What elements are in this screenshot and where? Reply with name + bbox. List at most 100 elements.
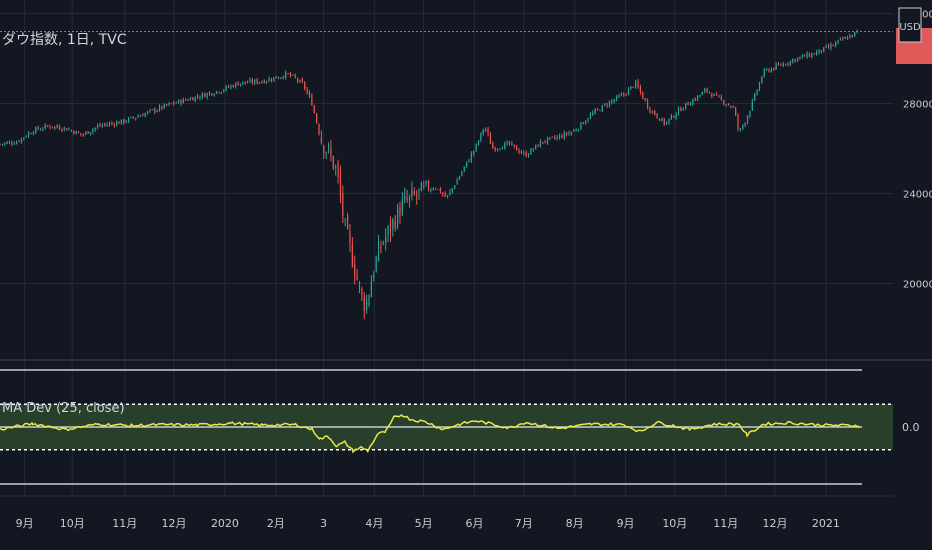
candle-body[interactable] xyxy=(577,129,580,131)
candle-body[interactable] xyxy=(316,113,318,124)
candle-body[interactable] xyxy=(720,96,722,100)
candle-body[interactable] xyxy=(551,136,553,138)
candle-body[interactable] xyxy=(208,92,211,95)
candle-body[interactable] xyxy=(416,194,418,196)
candle-body[interactable] xyxy=(632,86,634,88)
candle-body[interactable] xyxy=(187,99,189,101)
candle-body[interactable] xyxy=(756,89,758,95)
currency-badge[interactable] xyxy=(898,7,922,43)
candle-body[interactable] xyxy=(75,131,77,135)
candle-body[interactable] xyxy=(508,141,511,145)
candle-body[interactable] xyxy=(454,185,456,189)
candle-body[interactable] xyxy=(244,81,246,83)
indicator-series-line[interactable] xyxy=(0,414,860,454)
candle-body[interactable] xyxy=(423,185,425,187)
candle-body[interactable] xyxy=(44,124,46,129)
candle-body[interactable] xyxy=(27,132,30,137)
candle-body[interactable] xyxy=(106,124,108,126)
candle-body[interactable] xyxy=(185,99,187,101)
candle-body[interactable] xyxy=(63,127,65,130)
candle-body[interactable] xyxy=(494,148,496,151)
candle-body[interactable] xyxy=(175,102,177,104)
candle-body[interactable] xyxy=(330,149,332,156)
candle-body[interactable] xyxy=(806,53,808,58)
candle-body[interactable] xyxy=(777,63,780,65)
candle-body[interactable] xyxy=(246,82,249,84)
candle-body[interactable] xyxy=(439,188,442,194)
candle-body[interactable] xyxy=(827,46,830,48)
candle-body[interactable] xyxy=(837,40,839,43)
candle-body[interactable] xyxy=(377,243,380,262)
candle-body[interactable] xyxy=(616,96,618,100)
candle-body[interactable] xyxy=(808,53,811,57)
candle-body[interactable] xyxy=(763,69,765,77)
candle-body[interactable] xyxy=(823,47,825,53)
candle-body[interactable] xyxy=(6,142,8,144)
candle-body[interactable] xyxy=(851,34,853,37)
candle-body[interactable] xyxy=(308,92,311,97)
candle-body[interactable] xyxy=(630,86,632,89)
candle-body[interactable] xyxy=(511,143,513,145)
candle-body[interactable] xyxy=(825,46,827,48)
candle-body[interactable] xyxy=(373,274,375,278)
candle-body[interactable] xyxy=(477,140,480,145)
candle-body[interactable] xyxy=(535,144,537,149)
candle-body[interactable] xyxy=(101,125,103,127)
candle-body[interactable] xyxy=(346,215,349,230)
candle-body[interactable] xyxy=(575,130,577,132)
candle-body[interactable] xyxy=(30,133,32,135)
candle-body[interactable] xyxy=(496,148,499,150)
candle-body[interactable] xyxy=(789,60,792,65)
candle-body[interactable] xyxy=(127,117,130,122)
candle-body[interactable] xyxy=(20,138,23,142)
candle-body[interactable] xyxy=(318,124,320,135)
candle-body[interactable] xyxy=(601,105,603,112)
candle-body[interactable] xyxy=(332,156,334,169)
candle-body[interactable] xyxy=(689,104,692,106)
candle-body[interactable] xyxy=(794,59,796,62)
candle-body[interactable] xyxy=(111,123,113,125)
candle-body[interactable] xyxy=(746,116,749,123)
candle-body[interactable] xyxy=(156,110,158,113)
candle-body[interactable] xyxy=(804,55,806,57)
candle-body[interactable] xyxy=(154,108,156,112)
candle-body[interactable] xyxy=(642,92,644,99)
candle-body[interactable] xyxy=(680,108,682,111)
candle-body[interactable] xyxy=(254,79,256,84)
candle-body[interactable] xyxy=(270,79,273,81)
time-axis[interactable]: 9月 10月 11月 12月 2020 2月 3 4月 5月 6月 7月 8月 9月 10月 11月 12月 2… xyxy=(16,517,840,530)
candle-body[interactable] xyxy=(70,130,73,132)
candle-body[interactable] xyxy=(854,32,856,37)
candle-body[interactable] xyxy=(180,100,182,104)
candle-body[interactable] xyxy=(256,79,258,84)
candle-body[interactable] xyxy=(849,35,851,39)
candle-body[interactable] xyxy=(813,53,815,55)
candle-body[interactable] xyxy=(97,125,99,128)
candle-body[interactable] xyxy=(389,222,392,233)
candle-body[interactable] xyxy=(546,137,549,143)
candle-body[interactable] xyxy=(716,94,718,96)
candle-body[interactable] xyxy=(394,220,396,229)
candle-body[interactable] xyxy=(796,57,799,61)
candle-body[interactable] xyxy=(351,245,353,267)
candle-body[interactable] xyxy=(570,131,572,134)
candle-body[interactable] xyxy=(366,302,368,311)
candle-body[interactable] xyxy=(280,77,282,79)
candle-body[interactable] xyxy=(197,96,199,98)
candle-body[interactable] xyxy=(675,114,677,118)
candle-body[interactable] xyxy=(289,73,292,76)
candle-body[interactable] xyxy=(842,38,844,40)
candle-body[interactable] xyxy=(594,109,596,114)
candle-body[interactable] xyxy=(582,122,584,125)
candle-body[interactable] xyxy=(637,81,639,88)
candle-body[interactable] xyxy=(699,95,701,97)
candle-body[interactable] xyxy=(23,137,25,139)
candle-body[interactable] xyxy=(327,146,330,149)
candle-body[interactable] xyxy=(658,118,661,121)
candle-body[interactable] xyxy=(87,131,89,134)
candle-body[interactable] xyxy=(687,103,689,106)
candle-body[interactable] xyxy=(173,102,175,104)
candle-body[interactable] xyxy=(723,100,725,105)
price-candles[interactable] xyxy=(0,29,858,320)
candle-body[interactable] xyxy=(644,98,646,101)
